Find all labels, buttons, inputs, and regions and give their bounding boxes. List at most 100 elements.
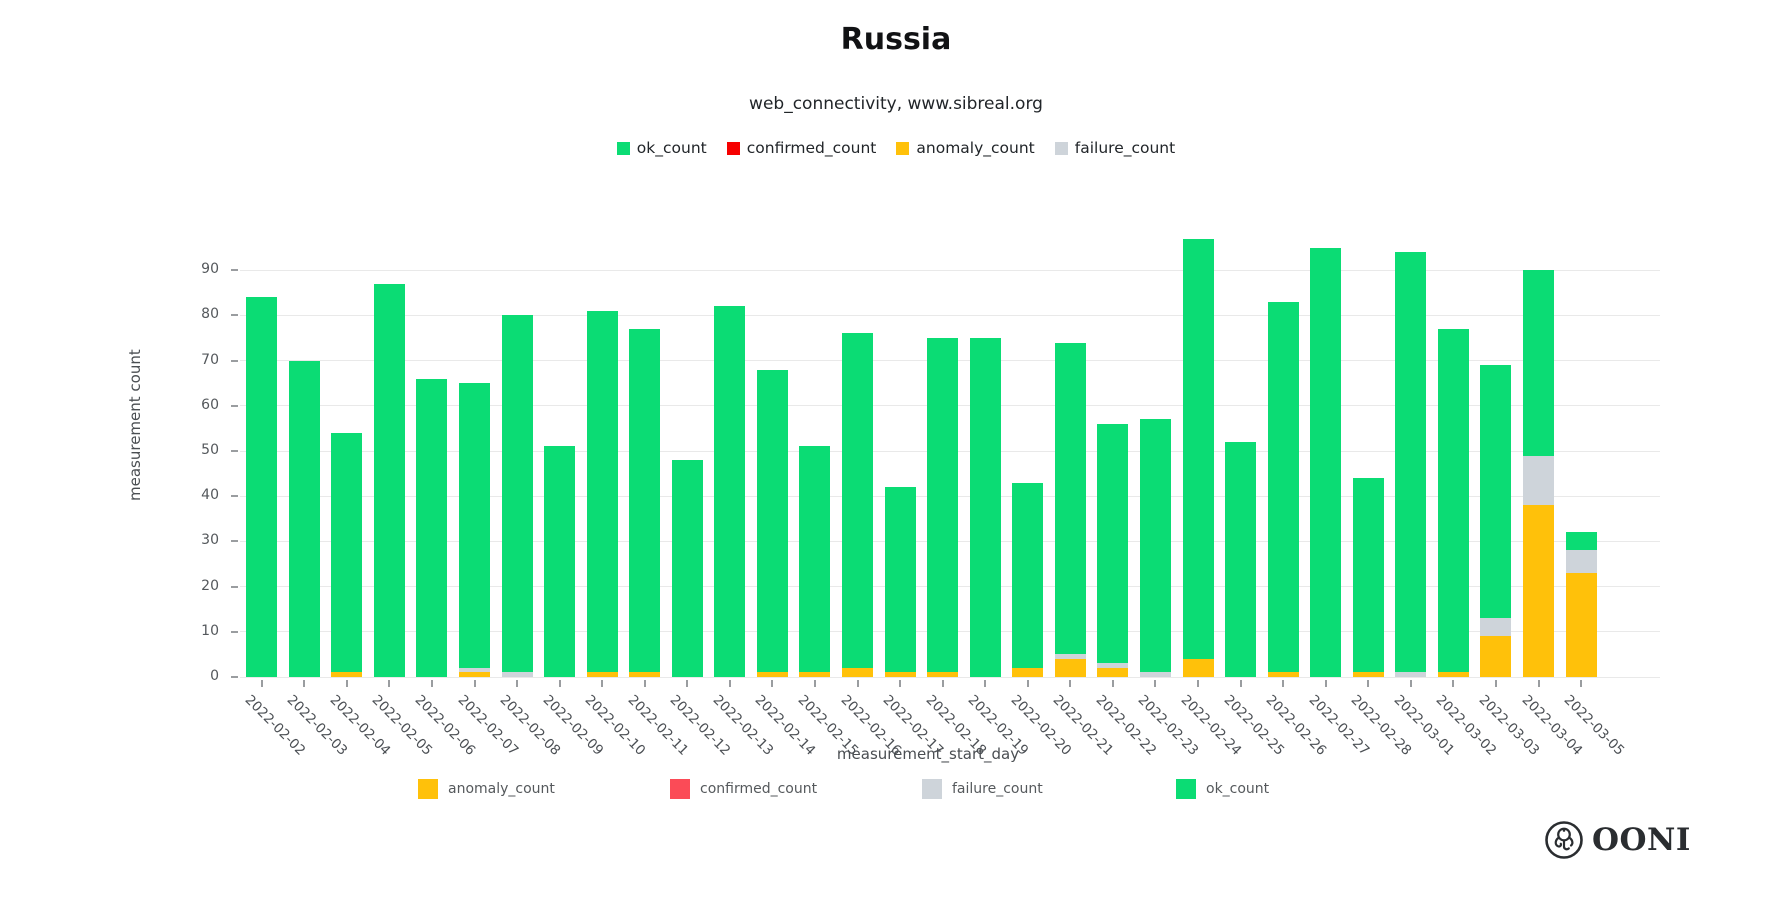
bar-segment-anomaly_count-2022-02-14	[756, 672, 788, 677]
bar-2022-02-09[interactable]	[544, 446, 576, 677]
x-tick-mark-2022-02-15	[813, 680, 816, 687]
bar-2022-02-18[interactable]	[927, 338, 959, 677]
bar-2022-02-05[interactable]	[373, 283, 405, 677]
y-tick-mark-10	[231, 630, 238, 633]
bar-2022-03-04[interactable]	[1523, 270, 1554, 677]
x-tick-mark-2022-03-02	[1452, 680, 1455, 687]
bar-2022-02-22[interactable]	[1097, 423, 1129, 677]
legend-label-confirmed_count: confirmed_count	[746, 139, 877, 157]
x-tick-mark-2022-02-14	[771, 680, 774, 687]
x-tick-mark-2022-02-26	[1282, 680, 1285, 687]
bar-segment-ok_count-2022-02-06	[416, 378, 448, 677]
bar-segment-anomaly_count-2022-02-24	[1182, 658, 1214, 677]
bar-2022-02-03[interactable]	[288, 360, 320, 677]
bar-segment-anomaly_count-2022-02-10	[586, 672, 618, 677]
ooni-octopus-icon	[1544, 820, 1584, 860]
bar-2022-03-05[interactable]	[1565, 532, 1597, 677]
bar-2022-02-07[interactable]	[459, 383, 490, 677]
x-tick-mark-2022-02-12	[686, 680, 689, 687]
bar-2022-02-17[interactable]	[884, 487, 916, 677]
gridline-y-90	[240, 269, 1660, 271]
bar-segment-ok_count-2022-02-27	[1310, 247, 1342, 677]
bar-segment-ok_count-2022-02-26	[1267, 301, 1299, 673]
bar-segment-anomaly_count-2022-02-15	[799, 672, 831, 677]
bar-segment-ok_count-2022-02-23	[1139, 419, 1171, 673]
bar-2022-02-28[interactable]	[1352, 478, 1384, 677]
x-tick-mark-2022-02-25	[1239, 680, 1242, 687]
bar-2022-02-14[interactable]	[756, 369, 788, 677]
bar-2022-02-26[interactable]	[1267, 301, 1299, 677]
bar-segment-anomaly_count-2022-02-28	[1352, 672, 1384, 677]
bar-segment-ok_count-2022-02-03	[288, 360, 320, 677]
x-tick-mark-2022-02-20	[1026, 680, 1029, 687]
gridline-y-0	[240, 676, 1660, 678]
bar-2022-02-16[interactable]	[842, 333, 874, 677]
x-tick-mark-2022-02-11	[643, 680, 646, 687]
y-tick-mark-70	[231, 359, 238, 362]
bar-2022-02-23[interactable]	[1139, 419, 1171, 677]
page-title: Russia	[840, 22, 952, 57]
bar-segment-failure_count-2022-02-07	[459, 667, 490, 673]
bar-2022-02-06[interactable]	[416, 378, 448, 677]
bar-2022-02-21[interactable]	[1054, 342, 1086, 677]
legend-bottom-item-failure_count: failure_count	[922, 779, 1043, 799]
bar-2022-02-11[interactable]	[629, 328, 661, 677]
legend-bottom-label-anomaly_count: anomaly_count	[448, 781, 555, 797]
legend-bottom-swatch-confirmed_count	[670, 779, 690, 799]
bar-2022-02-19[interactable]	[969, 338, 1001, 677]
y-tick-label-60: 60	[201, 396, 219, 413]
x-tick-mark-2022-03-01	[1409, 680, 1412, 687]
bar-segment-ok_count-2022-02-15	[799, 446, 831, 673]
y-tick-mark-80	[231, 314, 238, 317]
bar-segment-ok_count-2022-03-03	[1480, 365, 1512, 619]
legend-top-item-ok_count: ok_count	[616, 139, 707, 157]
bar-segment-ok_count-2022-02-07	[459, 383, 490, 668]
bar-2022-03-01[interactable]	[1395, 252, 1427, 677]
bar-2022-02-24[interactable]	[1182, 238, 1214, 677]
bar-2022-03-02[interactable]	[1437, 328, 1469, 677]
bar-2022-02-04[interactable]	[331, 432, 363, 677]
bar-2022-02-02[interactable]	[246, 297, 278, 677]
bar-segment-ok_count-2022-02-05	[373, 283, 405, 677]
bar-segment-ok_count-2022-02-18	[927, 338, 959, 673]
x-tick-mark-2022-02-09	[558, 680, 561, 687]
bar-segment-failure_count-2022-02-21	[1054, 654, 1086, 659]
bar-2022-02-08[interactable]	[501, 315, 533, 677]
x-tick-mark-2022-02-17	[899, 680, 902, 687]
x-tick-mark-2022-02-22	[1111, 680, 1114, 687]
legend-top-item-confirmed_count: confirmed_count	[726, 139, 877, 157]
legend-bottom-swatch-failure_count	[922, 779, 942, 799]
bar-segment-anomaly_count-2022-03-04	[1523, 505, 1554, 677]
x-tick-mark-2022-02-23	[1154, 680, 1157, 687]
bar-2022-02-12[interactable]	[671, 460, 703, 677]
bar-2022-02-15[interactable]	[799, 446, 831, 677]
bar-2022-02-27[interactable]	[1310, 247, 1342, 677]
x-tick-mark-2022-02-06	[430, 680, 433, 687]
bar-segment-anomaly_count-2022-02-11	[629, 672, 661, 677]
x-tick-mark-2022-02-03	[303, 680, 306, 687]
x-tick-mark-2022-02-08	[516, 680, 519, 687]
bar-segment-failure_count-2022-02-22	[1097, 663, 1129, 668]
bar-segment-ok_count-2022-02-20	[1012, 482, 1044, 668]
y-tick-label-70: 70	[201, 351, 219, 368]
bar-2022-02-10[interactable]	[586, 310, 618, 677]
bar-2022-02-20[interactable]	[1012, 482, 1044, 677]
bar-segment-ok_count-2022-02-16	[842, 333, 874, 668]
bar-segment-ok_count-2022-02-13	[714, 306, 746, 677]
y-tick-label-50: 50	[201, 442, 219, 458]
x-tick-mark-2022-02-13	[728, 680, 731, 687]
bar-segment-ok_count-2022-02-04	[331, 432, 363, 673]
y-axis-title: measurement count	[126, 349, 144, 501]
x-tick-mark-2022-03-05	[1580, 680, 1583, 687]
y-tick-label-0: 0	[210, 668, 219, 684]
bar-2022-03-03[interactable]	[1480, 365, 1512, 677]
bar-segment-anomaly_count-2022-02-26	[1267, 672, 1299, 677]
bar-segment-ok_count-2022-02-10	[586, 310, 618, 673]
bar-2022-02-25[interactable]	[1225, 441, 1257, 677]
y-tick-label-80: 80	[201, 306, 219, 323]
bar-2022-02-13[interactable]	[714, 306, 746, 677]
y-tick-label-40: 40	[201, 487, 219, 504]
x-tick-mark-2022-02-07	[473, 680, 476, 687]
bar-segment-ok_count-2022-02-22	[1097, 423, 1129, 664]
x-tick-mark-2022-02-04	[345, 680, 348, 687]
